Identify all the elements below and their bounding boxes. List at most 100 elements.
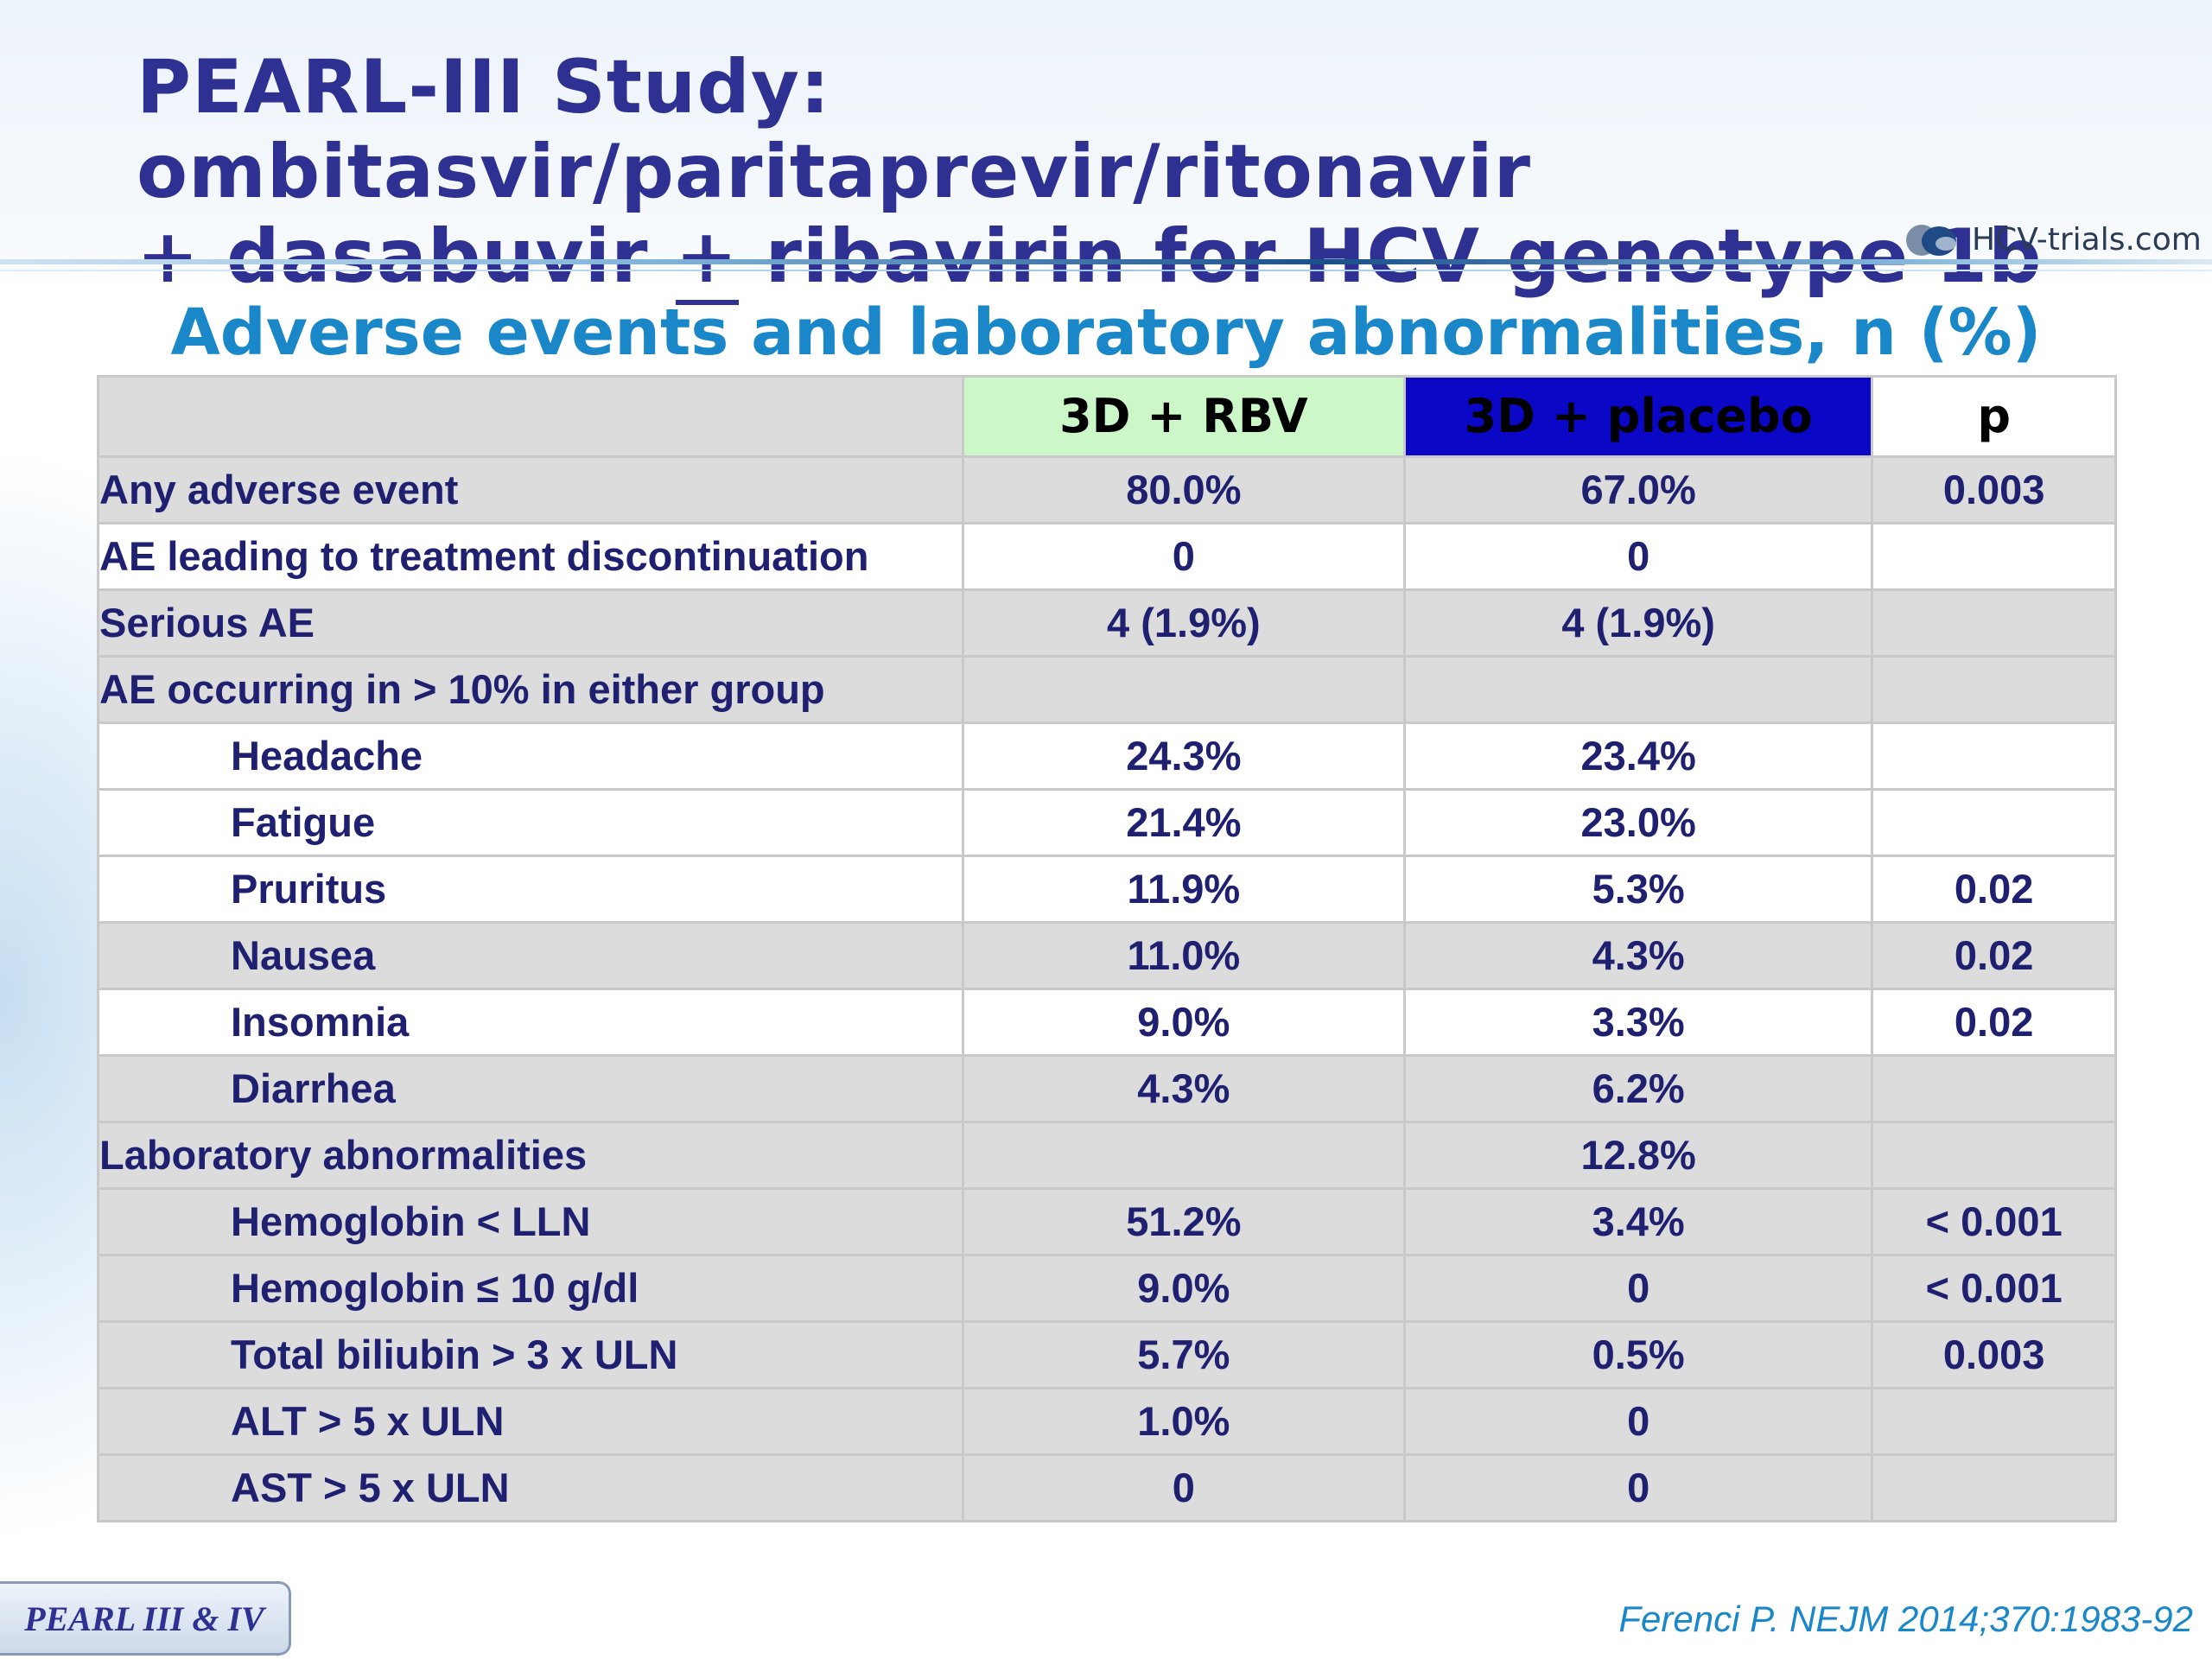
table-row: Any adverse event 80.0% 67.0% 0.003 — [97, 455, 2117, 524]
table-row: Headache 24.3% 23.4% — [97, 721, 2117, 791]
slide-title: PEARL-III Study: ombitasvir/paritaprevir… — [137, 44, 2193, 305]
row-label: ALT > 5 x ULN — [97, 1387, 964, 1456]
slide-subtitle: Adverse events and laboratory abnormalit… — [170, 296, 2042, 370]
cell-p-value: 0.003 — [1871, 1320, 2117, 1389]
cell-3d-rbv: 80.0% — [961, 455, 1406, 524]
cell-p-value — [1871, 588, 2117, 658]
cell-3d-placebo — [1402, 655, 1874, 724]
row-label: Headache — [97, 721, 964, 791]
row-label: Nausea — [97, 921, 964, 990]
cell-3d-placebo: 67.0% — [1402, 455, 1874, 524]
cell-p-value: < 0.001 — [1871, 1254, 2117, 1323]
cell-3d-placebo: 0 — [1402, 522, 1874, 591]
table-row: ALT > 5 x ULN 1.0% 0 — [97, 1387, 2117, 1456]
row-label: Insomnia — [97, 988, 964, 1057]
cell-3d-placebo: 5.3% — [1402, 855, 1874, 924]
row-label: Fatigue — [97, 788, 964, 857]
study-tag: PEARL III & IV — [0, 1581, 291, 1656]
cell-3d-rbv: 9.0% — [961, 1254, 1406, 1323]
cell-p-value: 0.02 — [1871, 855, 2117, 924]
row-label: AE occurring in > 10% in either group — [97, 655, 964, 724]
cell-3d-rbv: 51.2% — [961, 1187, 1406, 1256]
logo-text: HCV-trials.com — [1972, 221, 2202, 257]
cell-3d-rbv: 11.0% — [961, 921, 1406, 990]
plus-minus-symbol: + — [675, 213, 739, 305]
row-label: Serious AE — [97, 588, 964, 658]
cell-3d-rbv: 9.0% — [961, 988, 1406, 1057]
cell-3d-placebo: 12.8% — [1402, 1121, 1874, 1190]
table-row: AST > 5 x ULN 0 0 — [97, 1453, 2117, 1522]
header-divider — [0, 259, 2212, 264]
cell-3d-rbv: 4.3% — [961, 1054, 1406, 1123]
cell-p-value — [1871, 1121, 2117, 1190]
cell-3d-rbv: 5.7% — [961, 1320, 1406, 1389]
cell-3d-rbv: 21.4% — [961, 788, 1406, 857]
cell-p-value — [1871, 1453, 2117, 1522]
table-row: Total biliubin > 3 x ULN 5.7% 0.5% 0.003 — [97, 1320, 2117, 1389]
header-p-value: p — [1871, 375, 2117, 458]
table-row: AE leading to treatment discontinuation 0… — [97, 522, 2117, 591]
hcv-trials-logo: HCV-trials.com — [1901, 218, 2202, 261]
cell-p-value: 0.02 — [1871, 921, 2117, 990]
table-row: Fatigue 21.4% 23.0% — [97, 788, 2117, 857]
cell-3d-placebo: 3.3% — [1402, 988, 1874, 1057]
cell-3d-rbv: 11.9% — [961, 855, 1406, 924]
row-label: AE leading to treatment discontinuation — [97, 522, 964, 591]
header-3d-rbv: 3D + RBV — [961, 375, 1406, 458]
row-label: Laboratory abnormalities — [97, 1121, 964, 1190]
title-line-2-end: ribavirin for HCV genotype 1b — [738, 213, 2043, 300]
cell-3d-placebo: 0 — [1402, 1254, 1874, 1323]
row-label: Any adverse event — [97, 455, 964, 524]
cell-3d-placebo: 0.5% — [1402, 1320, 1874, 1389]
cell-3d-rbv: 0 — [961, 1453, 1406, 1522]
table-row: Hemoglobin ≤ 10 g/dl 9.0% 0 < 0.001 — [97, 1254, 2117, 1323]
cell-3d-rbv: 1.0% — [961, 1387, 1406, 1456]
cell-p-value — [1871, 1387, 2117, 1456]
cell-p-value — [1871, 788, 2117, 857]
cell-3d-rbv: 4 (1.9%) — [961, 588, 1406, 658]
cell-p-value: 0.02 — [1871, 988, 2117, 1057]
table-row: Insomnia 9.0% 3.3% 0.02 — [97, 988, 2117, 1057]
cell-3d-rbv: 24.3% — [961, 721, 1406, 791]
row-label: Hemoglobin ≤ 10 g/dl — [97, 1254, 964, 1323]
cell-3d-placebo: 4.3% — [1402, 921, 1874, 990]
table-body: Any adverse event 80.0% 67.0% 0.003 AE leadi… — [97, 455, 2117, 1522]
cell-p-value: 0.003 — [1871, 455, 2117, 524]
row-label: AST > 5 x ULN — [97, 1453, 964, 1522]
cell-3d-rbv — [961, 1121, 1406, 1190]
table-row: Diarrhea 4.3% 6.2% — [97, 1054, 2117, 1123]
table-row: Nausea 11.0% 4.3% 0.02 — [97, 921, 2117, 990]
table-row: Serious AE 4 (1.9%) 4 (1.9%) — [97, 588, 2117, 658]
cell-p-value: < 0.001 — [1871, 1187, 2117, 1256]
cell-3d-placebo: 23.0% — [1402, 788, 1874, 857]
cell-p-value — [1871, 655, 2117, 724]
row-label: Total biliubin > 3 x ULN — [97, 1320, 964, 1389]
adverse-events-table: 3D + RBV 3D + placebo p Any adverse even… — [97, 375, 2117, 1522]
table-row: Hemoglobin < LLN 51.2% 3.4% < 0.001 — [97, 1187, 2117, 1256]
cell-3d-rbv: 0 — [961, 522, 1406, 591]
cell-3d-placebo: 3.4% — [1402, 1187, 1874, 1256]
row-label: Pruritus — [97, 855, 964, 924]
title-line-1: PEARL-III Study: ombitasvir/paritaprevir… — [137, 44, 1532, 215]
row-label: Hemoglobin < LLN — [97, 1187, 964, 1256]
cell-3d-placebo: 0 — [1402, 1453, 1874, 1522]
cell-p-value — [1871, 522, 2117, 591]
title-line-2-start: + dasabuvir — [137, 213, 676, 300]
cell-3d-placebo: 0 — [1402, 1387, 1874, 1456]
cell-p-value — [1871, 721, 2117, 791]
row-label: Diarrhea — [97, 1054, 964, 1123]
table-row: AE occurring in > 10% in either group — [97, 655, 2117, 724]
cell-3d-placebo: 6.2% — [1402, 1054, 1874, 1123]
citation: Ferenci P. NEJM 2014;370:1983-92 — [1618, 1599, 2193, 1639]
table-row: Laboratory abnormalities 12.8% — [97, 1121, 2117, 1190]
cell-3d-rbv — [961, 655, 1406, 724]
table-row: Pruritus 11.9% 5.3% 0.02 — [97, 855, 2117, 924]
header-blank-cell — [97, 375, 964, 458]
cell-3d-placebo: 4 (1.9%) — [1402, 588, 1874, 658]
table-header-row: 3D + RBV 3D + placebo p — [97, 375, 2117, 458]
header-3d-placebo: 3D + placebo — [1402, 375, 1874, 458]
cell-p-value — [1871, 1054, 2117, 1123]
logo-mark-icon — [1901, 219, 1967, 259]
header-divider-thin — [0, 270, 2212, 271]
cell-3d-placebo: 23.4% — [1402, 721, 1874, 791]
